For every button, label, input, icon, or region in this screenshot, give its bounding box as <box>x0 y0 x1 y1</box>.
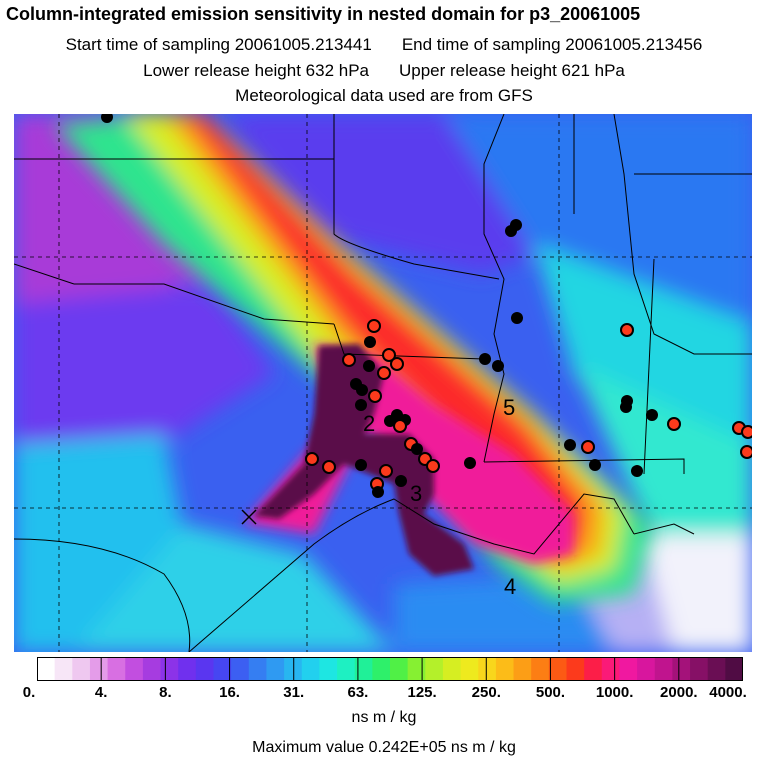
colorbar-units: ns m / kg <box>351 709 417 726</box>
lower-release-height: Lower release height 632 hPa <box>143 61 369 80</box>
colorbar-tick-label: 500. <box>535 684 566 701</box>
colorbar-swatch <box>601 657 621 681</box>
upper-release-height: Upper release height 621 hPa <box>399 61 625 80</box>
start-time: Start time of sampling 20061005.213441 <box>65 35 372 54</box>
colorbar-swatch <box>513 657 532 681</box>
lat-lon-grid <box>14 114 752 652</box>
colorbar-swatch <box>37 657 56 681</box>
colorbar-swatch <box>531 657 550 681</box>
colorbar-swatch <box>160 657 179 681</box>
map-label-2: 2 <box>363 411 375 436</box>
colorbar-swatch <box>231 657 250 681</box>
end-time: End time of sampling 20061005.213456 <box>401 35 703 54</box>
colorbar-swatch <box>725 657 743 681</box>
colorbar-swatch <box>654 657 673 681</box>
colorbar-swatch <box>548 657 568 681</box>
sampling-points <box>101 114 752 498</box>
colorbar-swatch <box>460 657 479 681</box>
colorbar-swatch <box>301 657 320 681</box>
colorbar-swatch <box>54 657 73 681</box>
colorbar-swatch <box>584 657 603 681</box>
colorbar-swatch <box>407 657 426 681</box>
colorbar-swatch <box>266 657 285 681</box>
colorbar-swatch <box>178 657 197 681</box>
colorbar-swatch <box>707 657 726 681</box>
map-label-4: 4 <box>504 574 516 599</box>
colorbar-swatch <box>337 657 356 681</box>
colorbar-swatch <box>478 657 497 681</box>
release-point-marker <box>241 509 257 525</box>
colorbar-swatch <box>566 657 585 681</box>
colorbar-swatch <box>425 657 444 681</box>
colorbar-swatch <box>107 657 126 681</box>
colorbar-swatch <box>619 657 638 681</box>
cluster-labels: 2 3 4 5 <box>363 395 516 599</box>
colorbar-tick-label: 250. <box>471 684 501 701</box>
colorbar-tick-label: 4. <box>94 684 108 701</box>
colorbar-swatch <box>442 657 462 681</box>
release-height-row: Lower release height 632 hPa Upper relea… <box>0 61 768 81</box>
colorbar-swatch <box>319 657 338 681</box>
maximum-value-note: Maximum value 0.242E+05 ns m / kg <box>252 739 516 756</box>
colorbar-swatch <box>72 657 91 681</box>
colorbar-tick-label: 16. <box>219 684 240 701</box>
colorbar-tick-label: 1000. <box>595 684 634 701</box>
map-label-5: 5 <box>503 395 515 420</box>
colorbar-swatch <box>89 657 109 681</box>
sampling-time-row: Start time of sampling 20061005.213441 E… <box>0 35 768 55</box>
colorbar-swatch <box>195 657 215 681</box>
colorbar-swatch <box>284 657 303 681</box>
met-data-note: Meteorological data used are from GFS <box>235 86 533 105</box>
background-field <box>14 114 752 652</box>
colorbar-tick-label: 0. <box>22 684 36 701</box>
colorbar-swatch <box>390 657 409 681</box>
colorbar-swatch <box>672 657 691 681</box>
colorbar-swatch <box>142 657 162 681</box>
colorbar-tick-label: 125. <box>407 684 437 701</box>
colorbar-swatch <box>372 657 391 681</box>
colorbar-swatch <box>125 657 144 681</box>
colorbar-swatch <box>495 657 515 681</box>
colorbar-tick-label: 2000. <box>660 684 698 701</box>
sensitivity-map: 2 3 4 5 <box>14 114 752 652</box>
colorbar-tick-label: 63. <box>347 684 369 701</box>
colorbar-swatch <box>354 657 373 681</box>
map-title: Column-integrated emission sensitivity i… <box>6 4 641 24</box>
colorbar-swatch <box>248 657 268 681</box>
colorbar-swatch <box>213 657 232 681</box>
colorbar-tick-label: 31. <box>283 684 305 701</box>
colorbar-swatch <box>637 657 656 681</box>
colorbar-tick-label: 8. <box>159 684 172 701</box>
colorbar-tick-label: 4000. <box>709 684 747 701</box>
colorbar <box>37 657 743 681</box>
map-label-3: 3 <box>410 481 422 506</box>
colorbar-swatch <box>690 657 709 681</box>
state-borders <box>14 114 752 652</box>
